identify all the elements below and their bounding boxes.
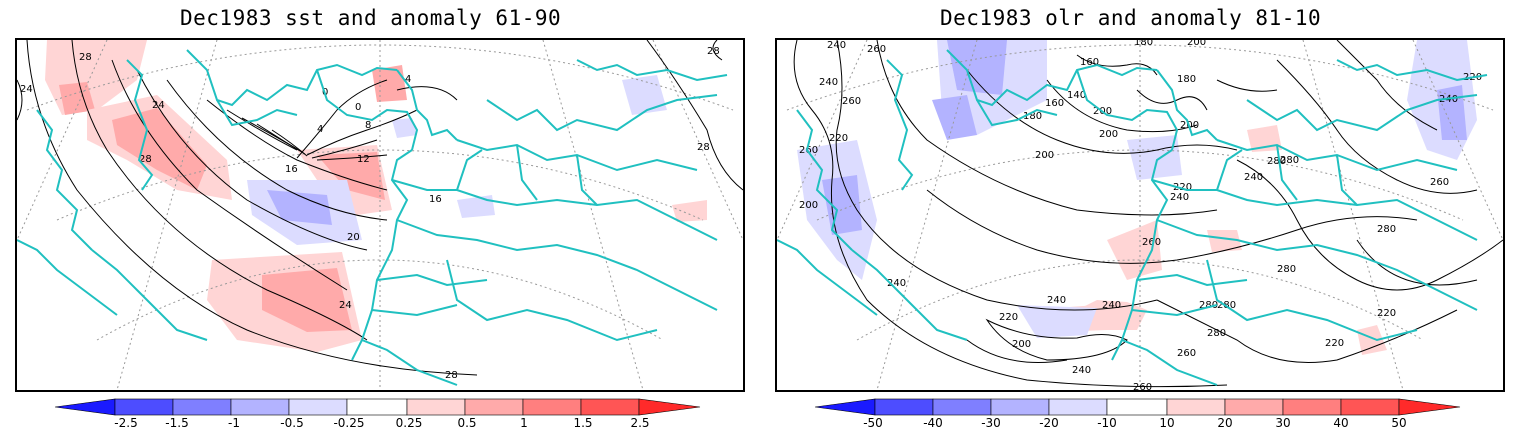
svg-text:0: 0 [355,102,361,113]
svg-text:240: 240 [1072,365,1091,376]
svg-text:260: 260 [842,96,861,107]
olr-map[interactable]: 240 260 240 260 220 260 200 180 160 160 … [775,38,1505,392]
svg-text:200: 200 [1187,40,1206,48]
olr-coastlines [777,49,1488,386]
svg-text:20: 20 [347,232,360,243]
svg-text:280: 280 [1199,300,1218,311]
sst-colorbar [55,398,701,416]
sst-contours [17,40,743,376]
svg-text:280: 280 [1267,156,1286,167]
svg-text:180: 180 [1023,111,1042,122]
svg-text:280: 280 [1377,224,1396,235]
svg-text:24: 24 [20,84,33,95]
svg-text:180: 180 [1177,74,1196,85]
svg-text:280: 280 [1207,328,1226,339]
sst-map[interactable]: 24 28 28 28 28 24 0 0 4 4 8 12 16 16 20 … [15,38,745,392]
svg-text:16: 16 [285,164,298,175]
sst-graticule [17,40,743,390]
svg-text:16: 16 [429,194,442,205]
sst-coastlines [17,49,728,386]
olr-map-canvas: 240 260 240 260 220 260 200 180 160 160 … [777,40,1503,390]
sst-contour-labels: 24 28 28 28 28 24 0 0 4 4 8 12 16 16 20 … [20,46,720,381]
svg-text:260: 260 [1142,237,1161,248]
svg-text:200: 200 [1035,150,1054,161]
svg-text:200: 200 [1012,339,1031,350]
svg-text:24: 24 [339,300,352,311]
svg-text:240: 240 [1170,192,1189,203]
svg-text:28: 28 [79,52,92,63]
svg-text:8: 8 [365,120,371,131]
svg-text:180: 180 [1134,40,1153,48]
svg-text:200: 200 [1099,129,1118,140]
svg-text:160: 160 [1080,57,1099,68]
svg-text:240: 240 [1047,295,1066,306]
olr-panel-title: Dec1983 olr and anomaly 81-10 [940,6,1322,30]
svg-text:240: 240 [1244,172,1263,183]
olr-colorbar [815,398,1461,416]
svg-text:280: 280 [1277,264,1296,275]
svg-text:240: 240 [827,40,846,51]
sst-map-canvas: 24 28 28 28 28 24 0 0 4 4 8 12 16 16 20 … [17,40,743,390]
svg-text:220: 220 [999,312,1018,323]
svg-text:4: 4 [405,74,411,85]
svg-text:260: 260 [867,44,886,55]
svg-text:260: 260 [1430,177,1449,188]
svg-text:220: 220 [1325,338,1344,349]
svg-text:28: 28 [697,142,710,153]
svg-text:160: 160 [1045,98,1064,109]
svg-text:240: 240 [887,278,906,289]
svg-text:28: 28 [139,154,152,165]
svg-text:220: 220 [1377,308,1396,319]
svg-text:24: 24 [152,100,165,111]
svg-text:220: 220 [1173,182,1192,193]
svg-text:28: 28 [445,370,458,381]
svg-text:280: 280 [1280,155,1299,166]
olr-contours [793,40,1503,388]
svg-text:12: 12 [357,154,370,165]
svg-text:240: 240 [1102,300,1121,311]
svg-text:260: 260 [1177,348,1196,359]
svg-text:220: 220 [829,133,848,144]
svg-text:28: 28 [707,46,720,57]
svg-text:240: 240 [819,77,838,88]
svg-text:4: 4 [317,124,323,135]
sst-anomaly-shading [45,40,707,352]
sst-panel-title: Dec1983 sst and anomaly 61-90 [180,6,562,30]
svg-text:260: 260 [1133,382,1152,390]
svg-text:200: 200 [799,200,818,211]
svg-text:140: 140 [1067,90,1086,101]
